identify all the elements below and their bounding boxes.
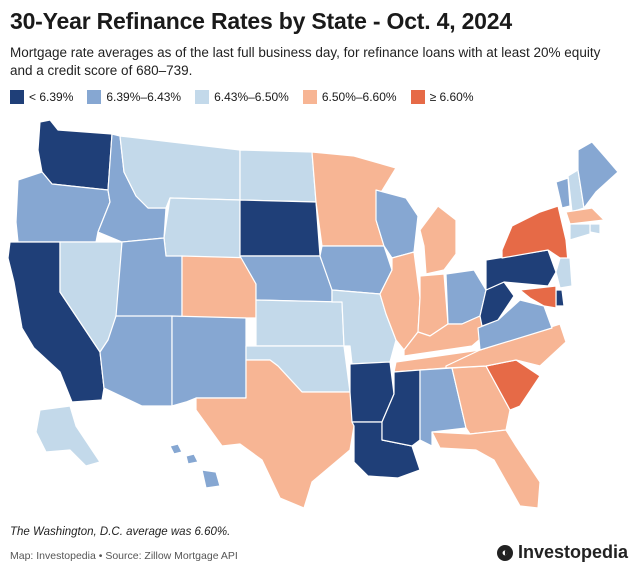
state-wa: [37, 119, 113, 191]
state-md: [519, 285, 557, 309]
legend-label: 6.43%–6.50%: [214, 90, 289, 104]
state-mi: [419, 205, 457, 275]
state-vt: [555, 177, 571, 209]
legend-item-bin3: 6.50%–6.60%: [302, 90, 397, 104]
state-hi: [169, 443, 221, 489]
legend-label: < 6.39%: [29, 90, 74, 104]
map-title: 30-Year Refinance Rates by State - Oct. …: [10, 8, 512, 34]
state-wy: [163, 197, 241, 259]
state-il: [379, 251, 421, 351]
state-fl: [431, 429, 541, 509]
state-ri: [589, 223, 601, 235]
us-choropleth-map: [7, 119, 619, 509]
legend-label: 6.39%–6.43%: [106, 90, 182, 104]
state-nd: [239, 149, 317, 203]
state-de: [555, 289, 565, 307]
state-nj: [555, 257, 573, 289]
investopedia-logo-icon: ◐: [496, 544, 513, 561]
state-mt: [119, 135, 241, 209]
legend-swatch: [302, 90, 317, 104]
legend-label: 6.50%–6.60%: [321, 90, 397, 104]
state-ak: [35, 405, 101, 467]
legend-item-bin0: < 6.39%: [10, 90, 73, 104]
state-ma: [565, 207, 605, 225]
state-ky: [403, 315, 487, 357]
state-ks: [255, 299, 345, 347]
state-pa: [485, 249, 557, 291]
map-subtitle: Mortgage rate averages as of the last fu…: [10, 45, 601, 78]
legend-swatch: [195, 90, 210, 104]
credit-line: Map: Investopedia • Source: Zillow Mortg…: [10, 550, 238, 562]
legend-swatch: [87, 90, 102, 104]
state-ia: [319, 245, 393, 295]
legend-item-bin2: 6.43%–6.50%: [195, 90, 289, 104]
legend-item-bin4: ≥ 6.60%: [410, 90, 474, 104]
legend-item-bin1: 6.39%–6.43%: [87, 90, 181, 104]
legend-swatch: [410, 90, 425, 104]
state-nc: [445, 323, 567, 369]
state-ny: [501, 205, 569, 263]
state-tx: [195, 359, 355, 509]
state-nm: [171, 315, 247, 407]
footnote: The Washington, D.C. average was 6.60%.: [10, 526, 231, 538]
legend: < 6.39% 6.39%–6.43% 6.43%–6.50% 6.50%–6.…: [10, 90, 474, 104]
state-sd: [239, 199, 321, 257]
brand-name: Investopedia: [517, 542, 628, 562]
legend-label: ≥ 6.60%: [429, 90, 474, 104]
legend-swatch: [10, 90, 24, 104]
state-me: [577, 141, 619, 209]
brand-logo: ◐ Investopedia: [496, 542, 628, 563]
state-ct: [569, 223, 591, 241]
